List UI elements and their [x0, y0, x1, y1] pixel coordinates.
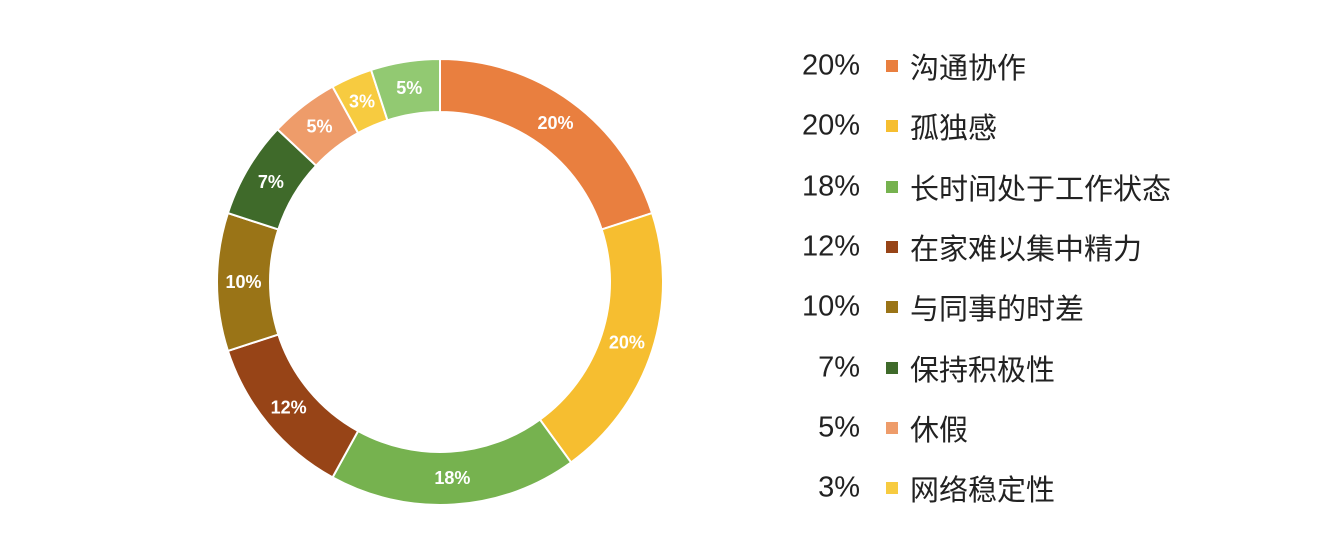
legend-item-label: 保持积极性	[910, 352, 1056, 387]
legend-item-label: 沟通协作	[910, 51, 1027, 86]
legend-item-label: 在家难以集中精力	[910, 232, 1143, 267]
legend-item-value: 12%	[801, 230, 860, 263]
legend-swatch	[886, 241, 898, 254]
legend-item-value: 10%	[801, 290, 860, 323]
legend-item-value: 20%	[801, 109, 860, 142]
slice-unlisted-0	[369, 57, 441, 122]
slice-unlisted-0-label: 5%	[396, 78, 422, 98]
slice-0	[439, 57, 654, 231]
legend-item-label: 长时间处于工作状态	[910, 171, 1172, 206]
legend-swatch	[886, 120, 898, 133]
slice-2-label: 18%	[434, 468, 470, 488]
legend-item: 20% 孤独感	[780, 96, 1300, 156]
legend-item-label: 与同事的时差	[910, 292, 1085, 327]
legend-swatch	[886, 60, 898, 73]
slice-4-label: 10%	[225, 272, 261, 292]
legend-item: 20% 沟通协作	[780, 36, 1300, 96]
legend-swatch	[886, 421, 898, 434]
legend-item-value: 18%	[801, 170, 860, 203]
slice-5-label: 7%	[258, 172, 284, 192]
legend-item-label: 孤独感	[910, 111, 998, 146]
slice-7-label: 3%	[349, 92, 375, 112]
legend-item: 12% 在家难以集中精力	[780, 217, 1300, 277]
donut-chart: 20% 20% 18% 12% 10% 7% 5% 3% 5%	[215, 57, 664, 506]
legend-swatch	[886, 301, 898, 314]
legend-item-value: 5%	[818, 411, 860, 444]
legend-item: 10% 与同事的时差	[780, 277, 1300, 337]
legend: 20% 沟通协作 20% 孤独感 18% 长时间处于工作状态 12% 在家难以集中精力 10% 与…	[780, 36, 1300, 518]
legend-swatch	[886, 361, 898, 374]
legend-swatch	[886, 180, 898, 193]
slice-2	[331, 418, 573, 506]
legend-item: 5% 休假	[780, 398, 1300, 458]
legend-swatch	[886, 482, 898, 495]
legend-item: 18% 长时间处于工作状态	[780, 157, 1300, 217]
slice-0-label: 20%	[537, 113, 573, 133]
legend-item-value: 20%	[801, 49, 860, 82]
slice-3-label: 12%	[271, 397, 307, 417]
slice-1-label: 20%	[609, 333, 645, 353]
legend-item: 3% 网络稳定性	[780, 458, 1300, 518]
legend-item-value: 3%	[818, 471, 860, 504]
legend-item-label: 休假	[910, 412, 969, 447]
legend-item: 7% 保持积极性	[780, 337, 1300, 397]
legend-item-value: 7%	[818, 351, 860, 384]
legend-item-label: 网络稳定性	[910, 473, 1056, 508]
slice-6-label: 5%	[307, 117, 333, 137]
